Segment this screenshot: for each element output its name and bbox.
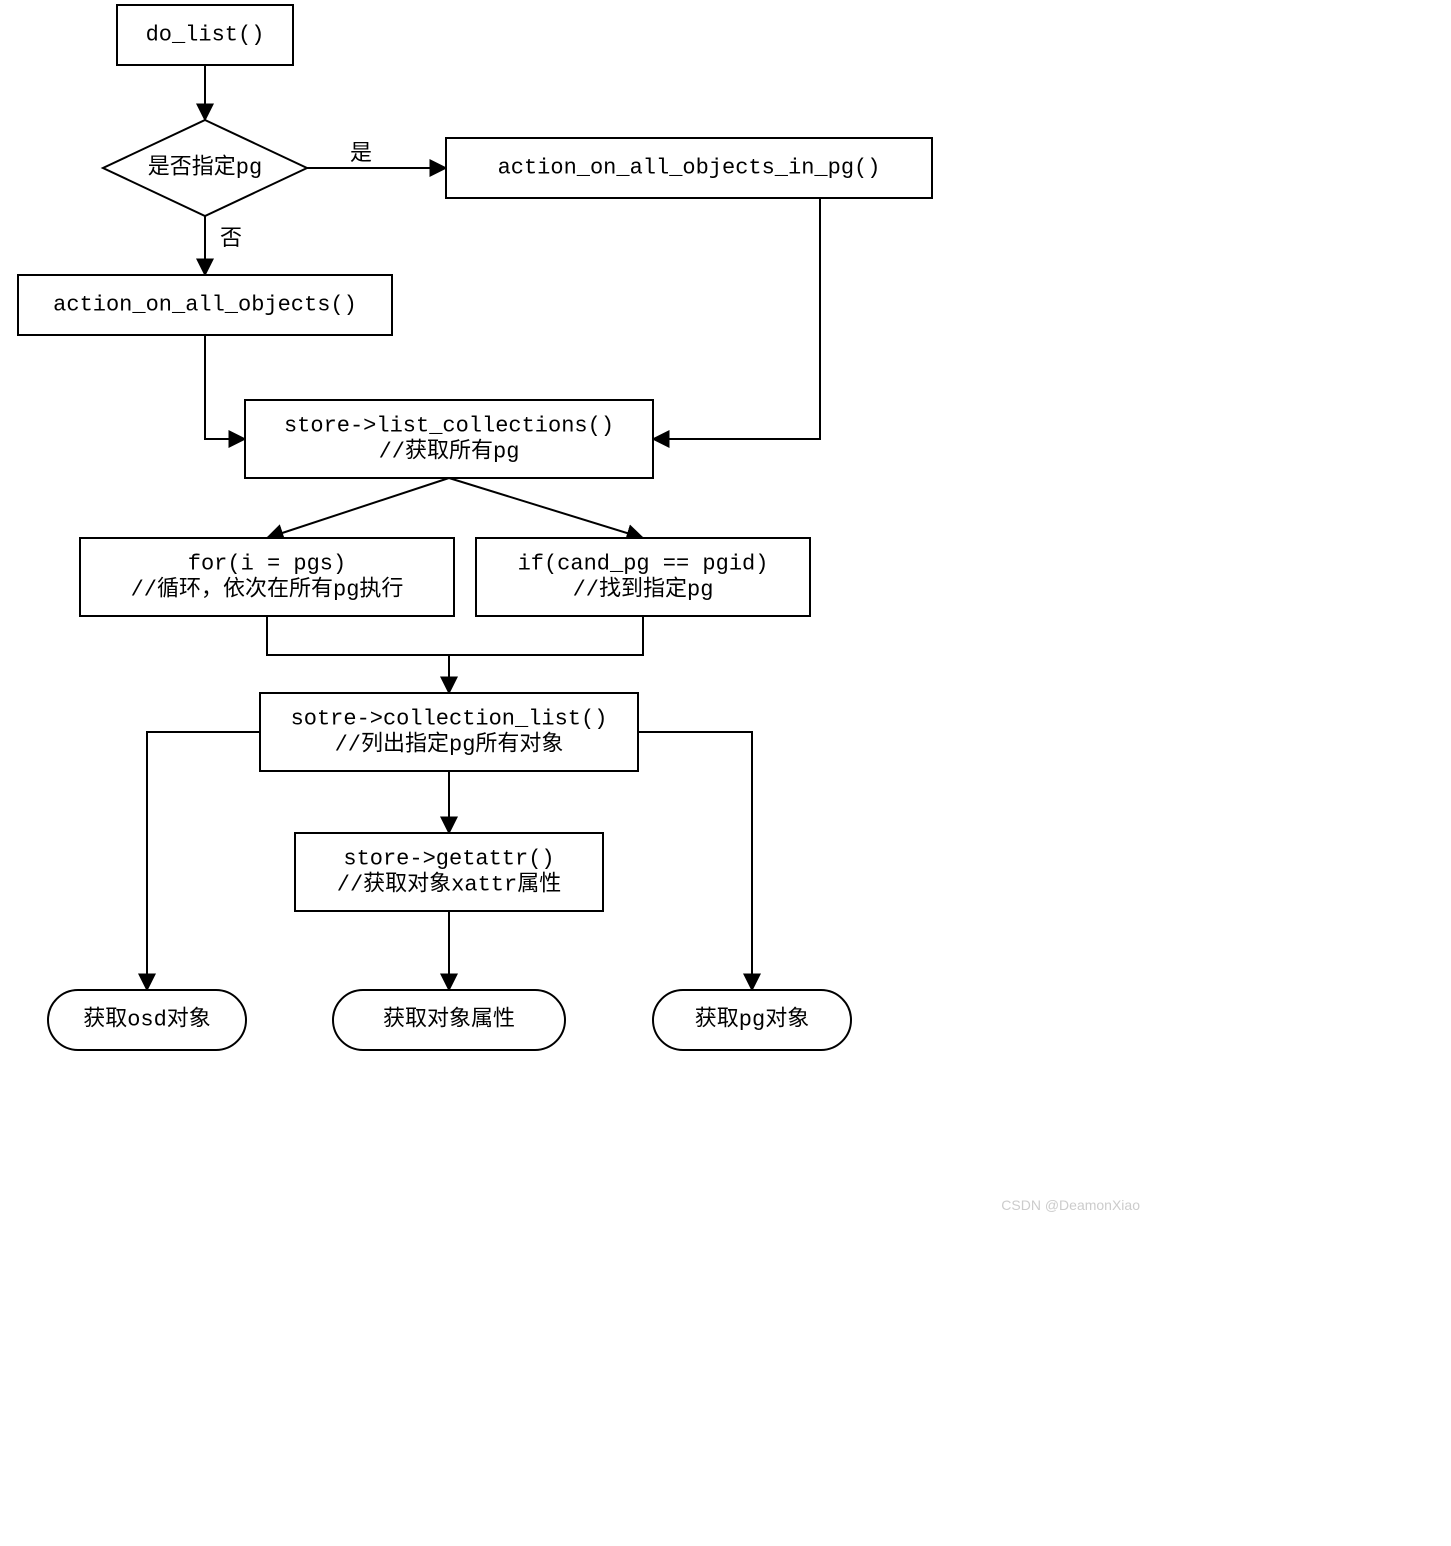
node-n8-line0: sotre->collection_list() [291, 707, 608, 732]
node-n4: action_on_all_objects() [18, 275, 392, 335]
watermark: CSDN @DeamonXiao [1001, 1197, 1140, 1213]
edge-n7-n8 [449, 616, 643, 655]
edge-n3-n5 [653, 198, 820, 439]
edge-n6-n8 [267, 616, 449, 693]
edge-label-n2-n4: 否 [220, 227, 242, 252]
node-n1: do_list() [117, 5, 293, 65]
node-n9: store->getattr()//获取对象xattr属性 [295, 833, 603, 911]
node-n7-line1: //找到指定pg [573, 577, 714, 603]
node-n3: action_on_all_objects_in_pg() [446, 138, 932, 198]
nodes-layer: do_list() 是否指定pg action_on_all_objects_in_… [18, 5, 932, 1050]
node-n7-line0: if(cand_pg == pgid) [518, 552, 769, 577]
node-n2-line0: 是否指定pg [148, 155, 262, 181]
node-n5-line1: //获取所有pg [379, 439, 520, 465]
node-t3: 获取pg对象 [653, 990, 851, 1050]
node-n6-line1: //循环，依次在所有pg执行 [131, 577, 404, 603]
edge-n8-t1 [147, 732, 260, 990]
edge-n4-n5 [205, 335, 245, 439]
node-t2-line0: 获取对象属性 [383, 1007, 515, 1033]
node-n1-line0: do_list() [146, 23, 265, 48]
node-t1: 获取osd对象 [48, 990, 246, 1050]
node-t3-line0: 获取pg对象 [695, 1007, 809, 1033]
edge-n5-n7 [449, 478, 643, 538]
node-n2: 是否指定pg [103, 120, 307, 216]
edge-n5-n6 [267, 478, 449, 538]
node-n9-line1: //获取对象xattr属性 [337, 872, 561, 898]
edge-n8-t3 [638, 732, 752, 990]
node-n5: store->list_collections()//获取所有pg [245, 400, 653, 478]
node-n3-line0: action_on_all_objects_in_pg() [498, 156, 881, 181]
node-n5-line0: store->list_collections() [284, 414, 614, 439]
node-n9-line0: store->getattr() [343, 847, 554, 872]
node-n8: sotre->collection_list()//列出指定pg所有对象 [260, 693, 638, 771]
node-t1-line0: 获取osd对象 [83, 1007, 211, 1033]
node-n6: for(i = pgs)//循环，依次在所有pg执行 [80, 538, 454, 616]
node-t2: 获取对象属性 [333, 990, 565, 1050]
node-n6-line0: for(i = pgs) [188, 552, 346, 577]
node-n7: if(cand_pg == pgid)//找到指定pg [476, 538, 810, 616]
edge-label-n2-n3: 是 [350, 142, 372, 167]
node-n4-line0: action_on_all_objects() [53, 293, 357, 318]
node-n8-line1: //列出指定pg所有对象 [335, 732, 564, 758]
